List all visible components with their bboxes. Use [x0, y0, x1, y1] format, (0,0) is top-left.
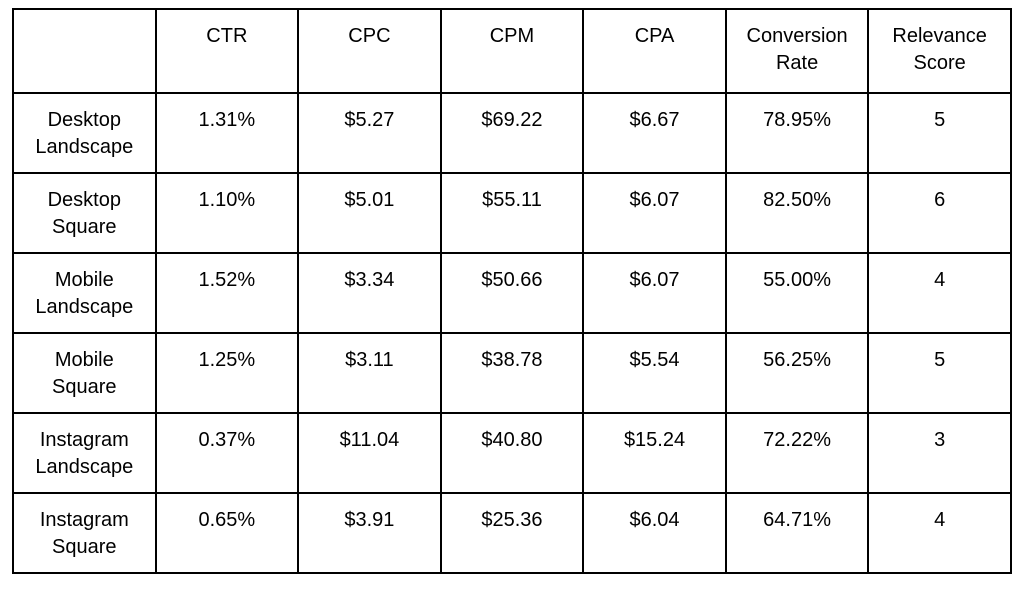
column-header-conversion-rate: Conversion Rate: [724, 8, 870, 94]
cell-cpc: $3.34: [297, 252, 442, 334]
table-row-desktop-landscape: Desktop Landscape 1.31% $5.27 $69.22 $6.…: [12, 92, 1012, 174]
cell-cpm: $69.22: [439, 92, 585, 174]
cell-cpm: $50.66: [439, 252, 585, 334]
cell-cpa: $6.04: [582, 492, 727, 574]
cell-ctr: 0.65%: [154, 492, 300, 574]
cell-cpc: $3.91: [297, 492, 442, 574]
cell-relevance-score: 4: [867, 492, 1012, 574]
cell-ctr: 1.25%: [154, 332, 300, 414]
cell-cpc: $5.27: [297, 92, 442, 174]
cell-conversion-rate: 82.50%: [724, 172, 870, 254]
cell-cpm: $38.78: [439, 332, 585, 414]
row-label: Mobile Landscape: [12, 252, 157, 334]
corner-cell: [12, 8, 157, 94]
table-row-instagram-landscape: Instagram Landscape 0.37% $11.04 $40.80 …: [12, 412, 1012, 494]
cell-cpm: $25.36: [439, 492, 585, 574]
cell-cpa: $6.67: [582, 92, 727, 174]
column-header-relevance-score: Relevance Score: [867, 8, 1012, 94]
header-row: CTR CPC CPM CPA Conversion Rate Relevanc…: [12, 8, 1012, 94]
cell-conversion-rate: 64.71%: [724, 492, 870, 574]
cell-ctr: 1.10%: [154, 172, 300, 254]
column-header-cpm: CPM: [439, 8, 585, 94]
row-label: Desktop Square: [12, 172, 157, 254]
table-container: CTR CPC CPM CPA Conversion Rate Relevanc…: [12, 8, 1012, 574]
cell-relevance-score: 3: [867, 412, 1012, 494]
cell-conversion-rate: 55.00%: [724, 252, 870, 334]
cell-relevance-score: 6: [867, 172, 1012, 254]
cell-cpm: $40.80: [439, 412, 585, 494]
cell-conversion-rate: 72.22%: [724, 412, 870, 494]
cell-cpc: $5.01: [297, 172, 442, 254]
table-row-mobile-square: Mobile Square 1.25% $3.11 $38.78 $5.54 5…: [12, 332, 1012, 414]
row-label: Desktop Landscape: [12, 92, 157, 174]
cell-relevance-score: 5: [867, 332, 1012, 414]
table-row-mobile-landscape: Mobile Landscape 1.52% $3.34 $50.66 $6.0…: [12, 252, 1012, 334]
table-row-desktop-square: Desktop Square 1.10% $5.01 $55.11 $6.07 …: [12, 172, 1012, 254]
cell-ctr: 1.52%: [154, 252, 300, 334]
table-row-instagram-square: Instagram Square 0.65% $3.91 $25.36 $6.0…: [12, 492, 1012, 574]
cell-cpm: $55.11: [439, 172, 585, 254]
cell-cpa: $15.24: [582, 412, 727, 494]
column-header-ctr: CTR: [154, 8, 300, 94]
row-label: Instagram Square: [12, 492, 157, 574]
cell-ctr: 1.31%: [154, 92, 300, 174]
cell-relevance-score: 5: [867, 92, 1012, 174]
cell-cpc: $11.04: [297, 412, 442, 494]
row-label: Instagram Landscape: [12, 412, 157, 494]
column-header-cpa: CPA: [582, 8, 727, 94]
cell-conversion-rate: 56.25%: [724, 332, 870, 414]
cell-ctr: 0.37%: [154, 412, 300, 494]
cell-relevance-score: 4: [867, 252, 1012, 334]
cell-cpa: $6.07: [582, 252, 727, 334]
cell-cpa: $6.07: [582, 172, 727, 254]
row-label: Mobile Square: [12, 332, 157, 414]
ad-performance-table: CTR CPC CPM CPA Conversion Rate Relevanc…: [12, 8, 1012, 574]
cell-conversion-rate: 78.95%: [724, 92, 870, 174]
cell-cpc: $3.11: [297, 332, 442, 414]
column-header-cpc: CPC: [297, 8, 442, 94]
cell-cpa: $5.54: [582, 332, 727, 414]
